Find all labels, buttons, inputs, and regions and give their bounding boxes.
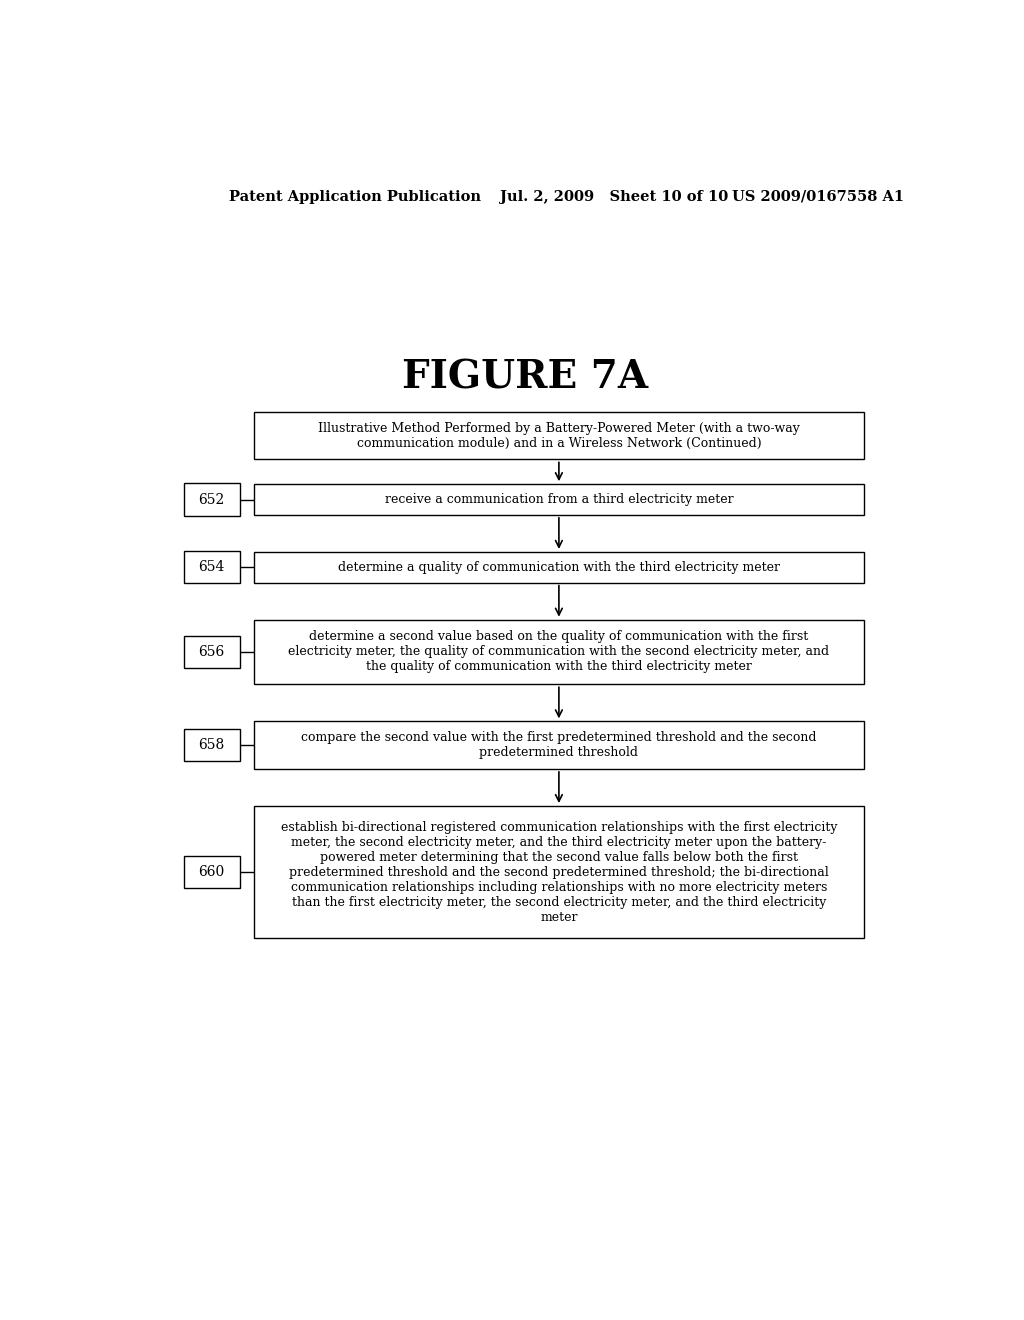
Bar — [254, 807, 864, 939]
Text: FIGURE 7A: FIGURE 7A — [401, 359, 648, 397]
Bar — [254, 484, 864, 515]
Bar — [183, 729, 240, 762]
Text: determine a quality of communication with the third electricity meter: determine a quality of communication wit… — [338, 561, 780, 574]
Text: Patent Application Publication: Patent Application Publication — [228, 190, 480, 203]
Text: US 2009/0167558 A1: US 2009/0167558 A1 — [732, 190, 904, 203]
Bar — [183, 636, 240, 668]
Bar — [254, 619, 864, 684]
Text: 654: 654 — [199, 560, 225, 574]
Text: 660: 660 — [199, 865, 225, 879]
Bar — [183, 857, 240, 888]
Bar — [183, 552, 240, 583]
Text: 656: 656 — [199, 645, 225, 659]
Text: 658: 658 — [199, 738, 225, 752]
Bar — [254, 412, 864, 459]
Text: establish bi-directional registered communication relationships with the first e: establish bi-directional registered comm… — [281, 821, 838, 924]
Text: determine a second value based on the quality of communication with the first
el: determine a second value based on the qu… — [289, 631, 829, 673]
Text: Jul. 2, 2009   Sheet 10 of 10: Jul. 2, 2009 Sheet 10 of 10 — [500, 190, 728, 203]
Text: receive a communication from a third electricity meter: receive a communication from a third ele… — [385, 492, 733, 506]
Bar — [183, 483, 240, 516]
Bar — [254, 552, 864, 582]
Text: compare the second value with the first predetermined threshold and the second
p: compare the second value with the first … — [301, 731, 817, 759]
Bar — [254, 721, 864, 770]
Text: 652: 652 — [199, 492, 225, 507]
Text: Illustrative Method Performed by a Battery-Powered Meter (with a two-way
communi: Illustrative Method Performed by a Batte… — [318, 421, 800, 450]
